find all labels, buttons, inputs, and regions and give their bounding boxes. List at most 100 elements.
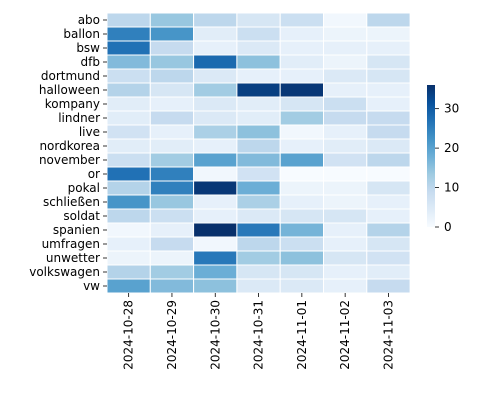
y-tick-label: halloween [39, 83, 100, 97]
heatmap-cell [236, 166, 281, 182]
heatmap-cell [149, 264, 195, 280]
colorbar-tick-label: 20 [444, 141, 459, 155]
heatmap-cell [366, 278, 411, 294]
y-tick-label: schließen [43, 195, 100, 209]
heatmap-cell [279, 96, 325, 112]
heatmap-cell [149, 124, 195, 140]
heatmap-cell [366, 68, 411, 84]
heatmap-cell [279, 68, 325, 84]
y-tick-label: vw [83, 279, 100, 293]
x-tick-label: 2024-11-01 [295, 300, 309, 370]
heatmap-cell [236, 250, 281, 266]
heatmap-cell [193, 208, 238, 224]
colorbar-gradient [427, 85, 435, 227]
x-axis-labels: 2024-10-28 2024-10-29 2024-10-30 2024-10-31… [122, 293, 395, 370]
heatmap-cell [236, 138, 281, 154]
heatmap-cell [149, 54, 195, 70]
heatmap-cell [149, 236, 195, 252]
heatmap-cell [366, 152, 411, 168]
heatmap-cell [366, 222, 411, 238]
heatmap-cell [193, 180, 238, 196]
heatmap-cell [106, 26, 151, 42]
heatmap-cell [236, 194, 281, 210]
y-tick-label: lindner [58, 111, 100, 125]
heatmap-cell [106, 68, 151, 84]
heatmap-cell [279, 26, 325, 42]
x-tick-label: 2024-11-03 [381, 300, 395, 370]
heatmap-cell [279, 250, 325, 266]
x-tick-label: 2024-11-02 [338, 300, 352, 370]
heatmap-cell [236, 68, 281, 84]
heatmap-cell [323, 180, 368, 196]
y-tick-label: dfb [81, 55, 100, 69]
heatmap-cell [366, 110, 411, 126]
y-tick-label: or [88, 167, 100, 181]
heatmap-cell [366, 236, 411, 252]
heatmap-cell [323, 12, 368, 28]
heatmap-cell [323, 110, 368, 126]
heatmap-cell [106, 96, 151, 112]
heatmap-cell [366, 208, 411, 224]
heatmap-cell [323, 222, 368, 238]
heatmap-cell [279, 180, 325, 196]
heatmap-cell [149, 152, 195, 168]
heatmap-cell [193, 194, 238, 210]
y-tick-label: pokal [68, 181, 100, 195]
heatmap-cell [236, 96, 281, 112]
y-tick-label: abo [78, 13, 100, 27]
heatmap-cell [323, 40, 368, 56]
heatmap-cell [279, 222, 325, 238]
heatmap-cell [149, 222, 195, 238]
heatmap-cell [279, 194, 325, 210]
heatmap-cell [106, 138, 151, 154]
heatmap-cell [106, 194, 151, 210]
heatmap-cell [236, 26, 281, 42]
y-tick-label: dortmund [41, 69, 100, 83]
heatmap-cell [149, 26, 195, 42]
heatmap-cell [279, 138, 325, 154]
heatmap-cell [106, 166, 151, 182]
heatmap-cell [106, 180, 151, 196]
heatmap-cell [236, 12, 281, 28]
heatmap-cell [106, 12, 151, 28]
heatmap-cell [366, 138, 411, 154]
heatmap-cell [279, 12, 325, 28]
y-axis-labels: aboballonbswdfbdortmundhalloweenkompanyl… [29, 13, 107, 293]
y-tick-label: november [39, 153, 100, 167]
heatmap-cell [106, 236, 151, 252]
y-tick-label: unwetter [46, 251, 100, 265]
x-tick-label: 2024-10-29 [165, 300, 179, 370]
heatmap-cell [106, 250, 151, 266]
heatmap-cell [236, 278, 281, 294]
heatmap-cell [193, 68, 238, 84]
heatmap-cell [236, 124, 281, 140]
heatmap-cell [279, 40, 325, 56]
y-tick-label: kompany [45, 97, 100, 111]
heatmap-cell [193, 236, 238, 252]
heatmap-cell [193, 138, 238, 154]
heatmap-cell [149, 138, 195, 154]
heatmap-cell [279, 278, 325, 294]
heatmap-cell [106, 40, 151, 56]
colorbar-tick-label: 30 [444, 102, 459, 116]
heatmap-cell [106, 82, 151, 98]
heatmap-cell [366, 96, 411, 112]
heatmap-cell [366, 250, 411, 266]
heatmap-cell [279, 54, 325, 70]
heatmap-cell [323, 82, 368, 98]
heatmap-cell [323, 68, 368, 84]
heatmap-cell [279, 166, 325, 182]
heatmap-cell [323, 152, 368, 168]
y-tick-label: live [79, 125, 100, 139]
x-tick-label: 2024-10-28 [122, 300, 136, 370]
heatmap-cell [323, 138, 368, 154]
heatmap-cell [323, 250, 368, 266]
heatmap-cell [106, 54, 151, 70]
heatmap-cell [193, 278, 238, 294]
y-tick-label: ballon [63, 27, 100, 41]
heatmap-cell [236, 54, 281, 70]
heatmap-cell [193, 124, 238, 140]
heatmap-cell [149, 40, 195, 56]
heatmap-cell [193, 222, 238, 238]
